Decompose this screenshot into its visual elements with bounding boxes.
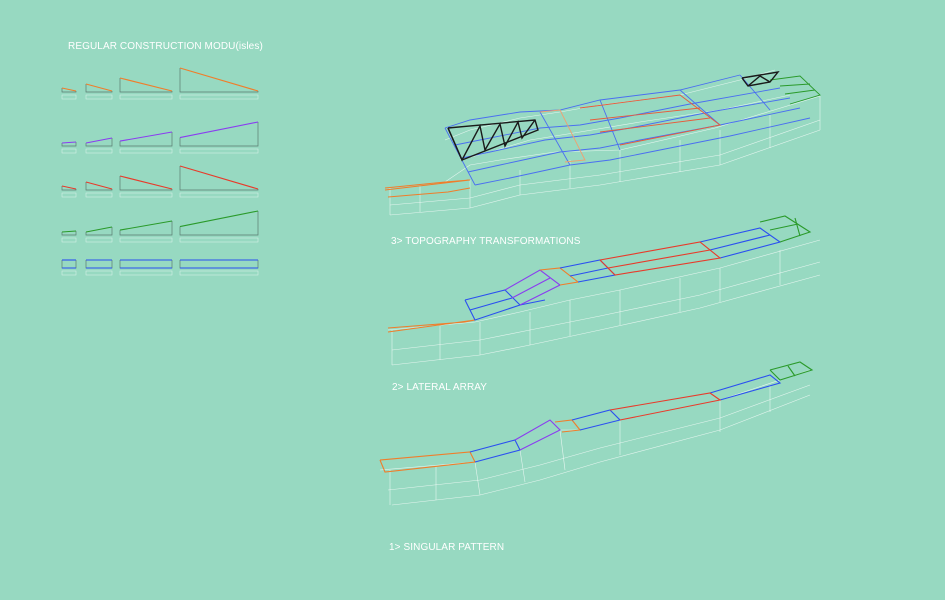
- module-red-1: [61, 185, 77, 198]
- module-blue-3: [119, 259, 173, 276]
- module-red-2: [85, 181, 113, 198]
- module-purple-1: [61, 141, 77, 154]
- diagram-label-lateral-array: 2> LATERAL ARRAY: [392, 382, 488, 393]
- module-green-4: [179, 210, 259, 243]
- module-orange-3: [119, 77, 173, 100]
- module-orange-2: [85, 83, 113, 100]
- topography-transformations-diagram: [384, 69, 821, 216]
- module-legend-title: REGULAR CONSTRUCTION MODU(isles): [68, 41, 263, 52]
- module-blue-1: [61, 259, 77, 276]
- lateral-array-diagram: [387, 215, 821, 366]
- module-red-4: [179, 165, 259, 198]
- module-blue-4: [179, 259, 259, 276]
- module-purple-2: [85, 137, 113, 154]
- module-red-3: [119, 175, 173, 198]
- module-blue-2: [85, 259, 113, 276]
- singular-pattern-diagram: [379, 361, 814, 506]
- module-legend: [61, 67, 259, 276]
- module-green-1: [61, 230, 77, 243]
- diagram-label-singular-pattern: 1> SINGULAR PATTERN: [389, 542, 505, 553]
- module-purple-3: [119, 131, 173, 154]
- module-green-3: [119, 220, 173, 243]
- module-purple-4: [179, 121, 259, 154]
- module-green-2: [85, 226, 113, 243]
- diagram-label-topography: 3> TOPOGRAPHY TRANSFORMATIONS: [391, 236, 581, 247]
- module-orange-1: [61, 87, 77, 100]
- module-orange-4: [179, 67, 259, 100]
